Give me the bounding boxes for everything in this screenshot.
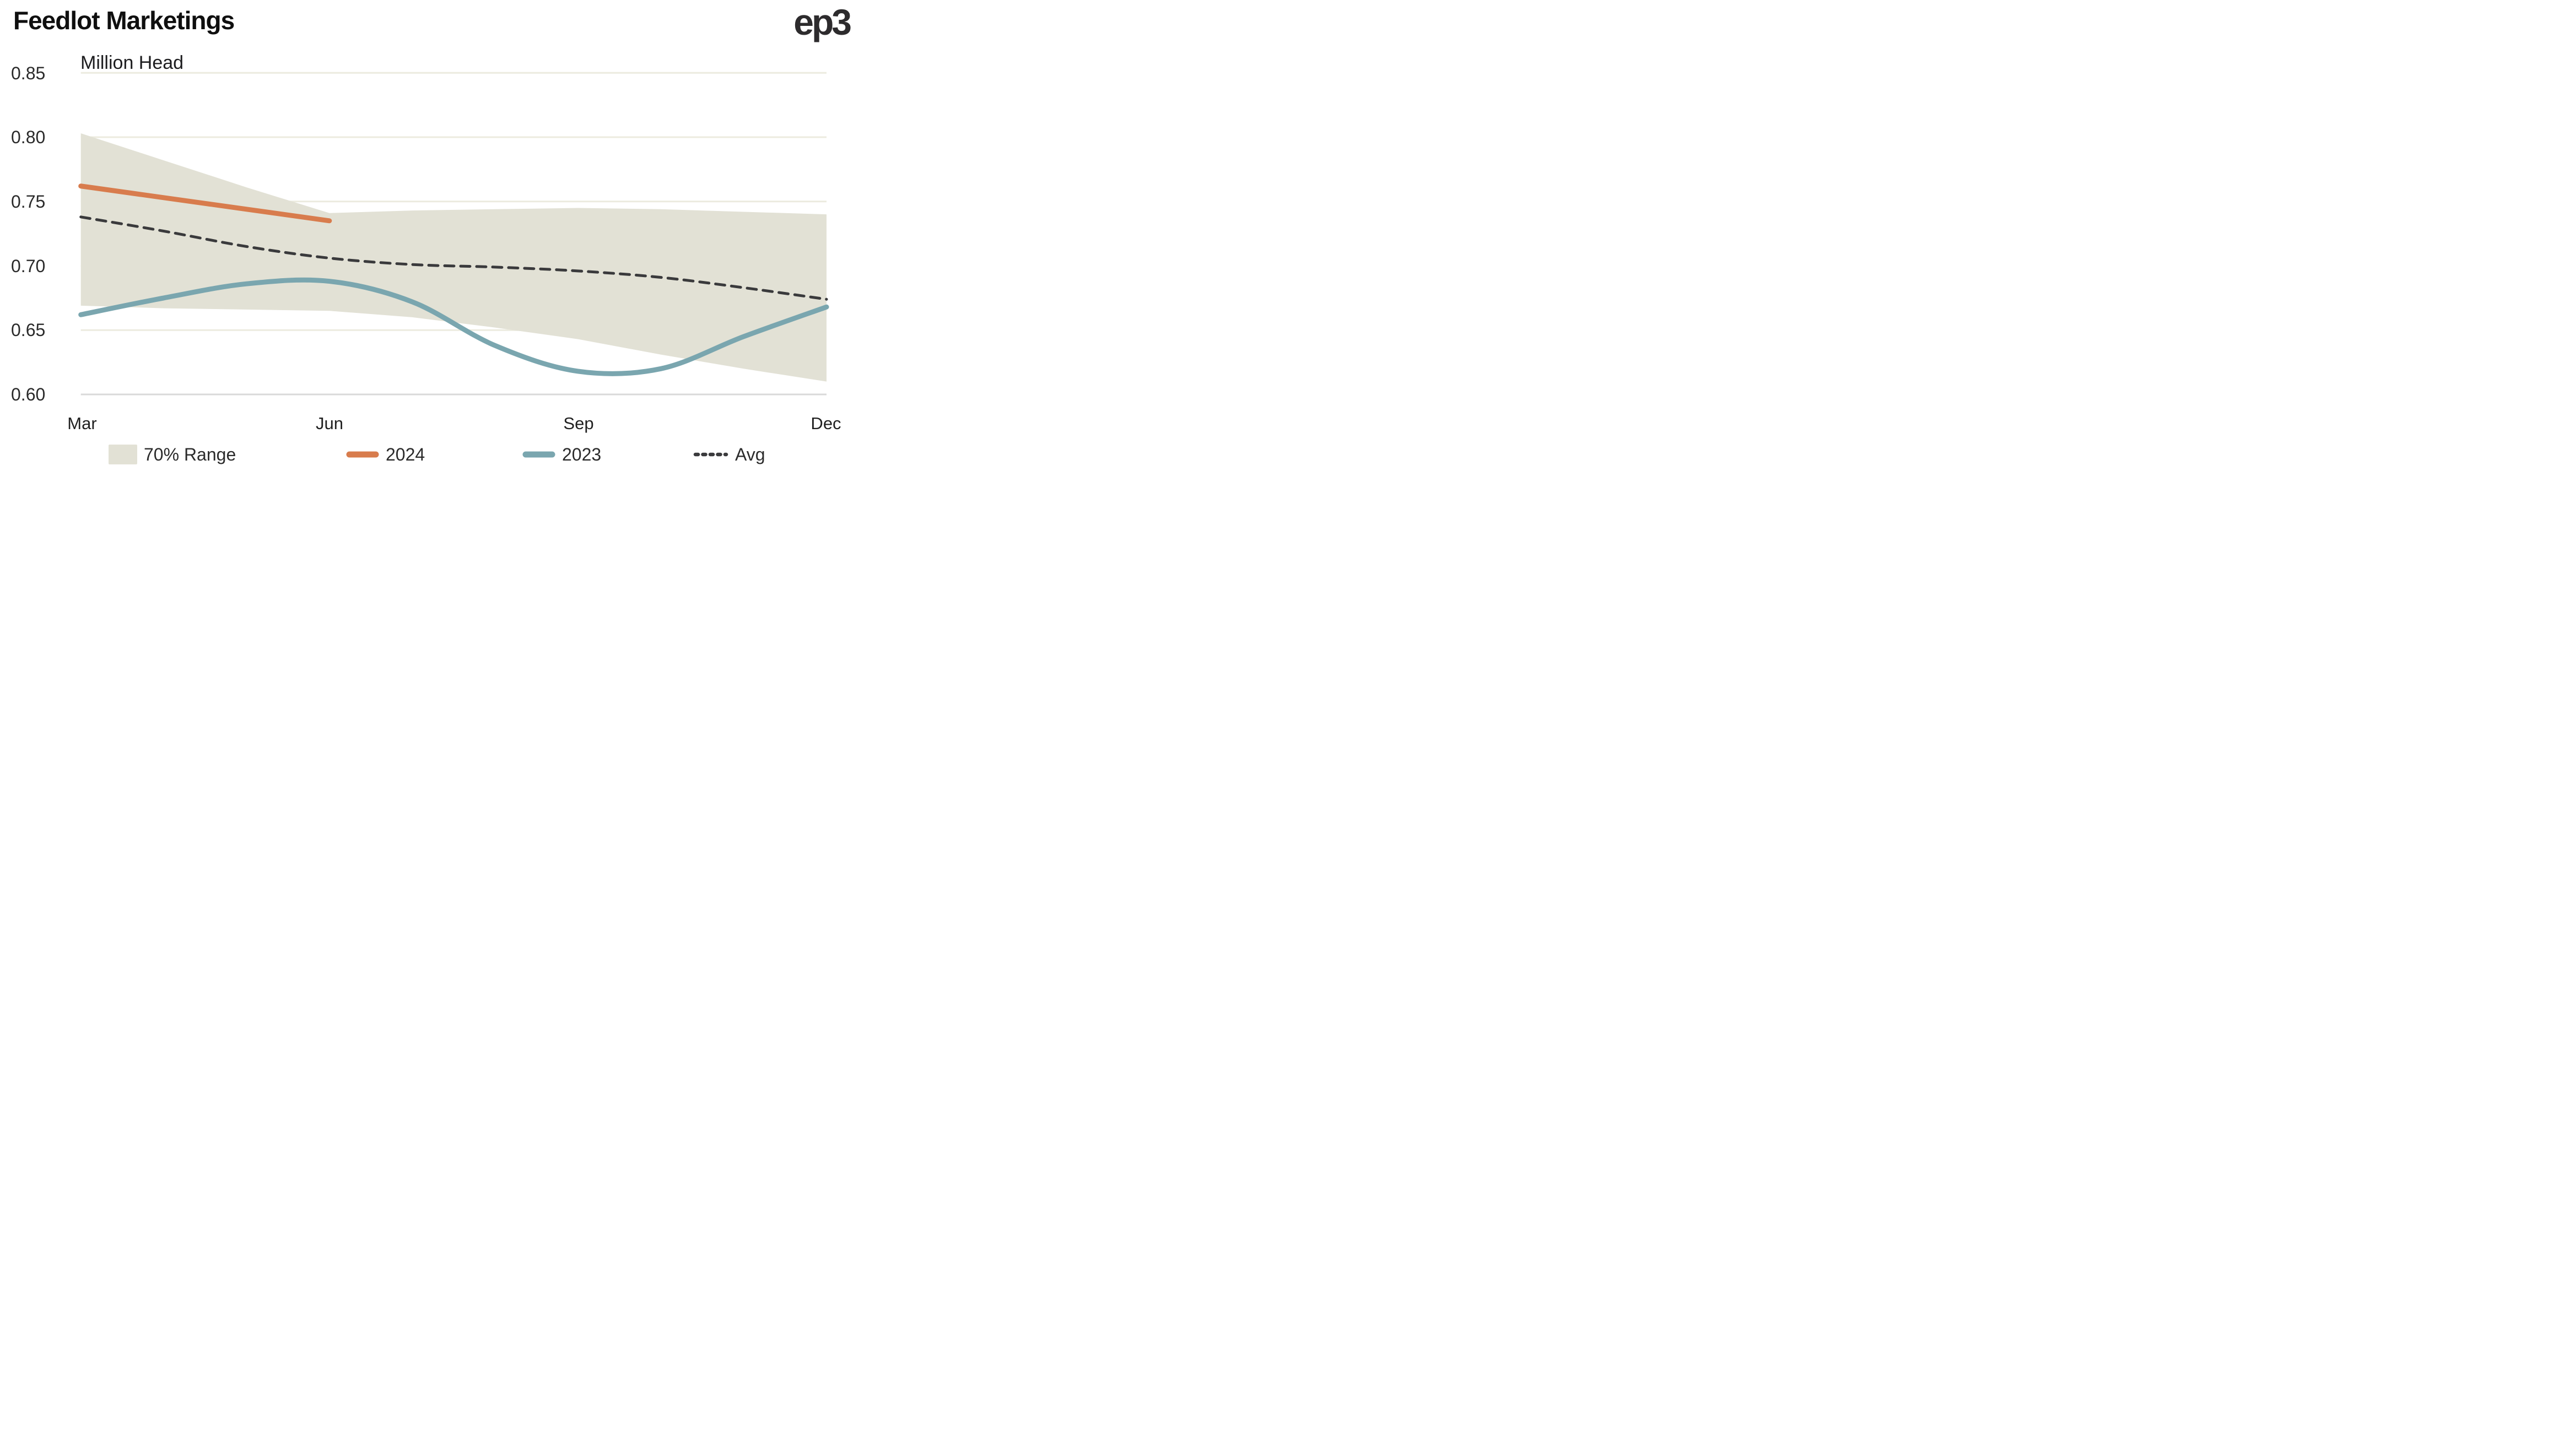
line-2024-layer [78,183,332,224]
x-tick-jun: Jun [316,414,343,433]
legend-label-avg: Avg [735,444,765,464]
line-2023-swatch-icon [522,451,555,458]
range-band-layer [80,133,827,382]
legend-item-2023: 2023 [522,443,601,466]
legend-item-2024: 2024 [346,443,425,466]
chart-plot-area [78,72,829,396]
x-tick-sep: Sep [563,414,594,433]
x-tick-mar: Mar [67,414,97,433]
line-avg [79,215,828,301]
line-2024 [78,183,332,224]
chart-title: Feedlot Marketings [13,6,235,35]
legend-item-avg: Avg [693,443,765,466]
legend-label-70-range: 70% Range [144,444,236,464]
y-tick-075: 0.75 [11,192,46,212]
y-tick-085: 0.85 [11,63,46,83]
legend-item-70-range: 70% Range [109,443,236,466]
line-2023-layer [78,277,829,376]
x-tick-dec: Dec [811,414,841,433]
avg-line-layer [79,215,828,301]
range-band [80,133,827,382]
page-root: Feedlot Marketings ep3 Million Head 0.85… [0,0,858,477]
avg-dashed-swatch-icon [693,452,728,457]
range-band-swatch-icon [109,445,137,464]
y-axis-unit-label: Million Head [80,52,184,73]
y-tick-065: 0.65 [11,320,46,340]
line-2024-swatch-icon [346,451,379,458]
y-tick-080: 0.80 [11,127,46,147]
legend-label-2023: 2023 [562,444,602,464]
y-tick-060: 0.60 [11,385,46,404]
y-tick-070: 0.70 [11,256,46,276]
ep3-logo: ep3 [793,2,852,42]
line-2023 [78,277,829,376]
legend-label-2024: 2024 [386,444,425,464]
